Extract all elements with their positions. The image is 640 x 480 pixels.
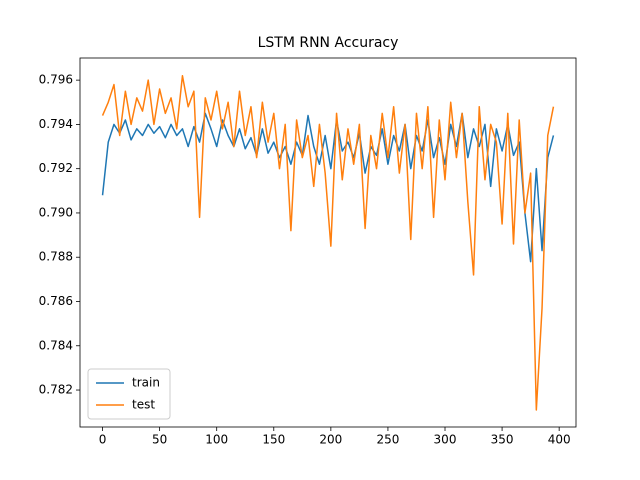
line-series <box>101 74 555 411</box>
y-tick-label: 0.788 <box>39 250 73 264</box>
x-tick-label: 150 <box>262 433 285 447</box>
x-tick-label: 250 <box>376 433 399 447</box>
x-tick-label: 350 <box>491 433 514 447</box>
y-tick-label: 0.784 <box>39 338 73 352</box>
legend-box <box>87 368 171 420</box>
x-tick-label: 200 <box>319 433 342 447</box>
legend-label: train <box>132 376 160 390</box>
legend-label: test <box>132 398 155 412</box>
y-tick-label: 0.782 <box>39 383 73 397</box>
y-tick-label: 0.786 <box>39 294 73 308</box>
x-tick-label: 0 <box>99 433 107 447</box>
y-tick-label: 0.790 <box>39 205 73 219</box>
x-tick-label: 400 <box>548 433 571 447</box>
y-tick-label: 0.796 <box>39 73 73 87</box>
y-tick-label: 0.792 <box>39 161 73 175</box>
y-tick-label: 0.794 <box>39 117 73 131</box>
x-tick-label: 100 <box>205 433 228 447</box>
x-tick-label: 50 <box>152 433 167 447</box>
plot-frame <box>79 57 577 428</box>
x-tick-label: 300 <box>434 433 457 447</box>
chart-title: LSTM RNN Accuracy <box>258 35 399 51</box>
